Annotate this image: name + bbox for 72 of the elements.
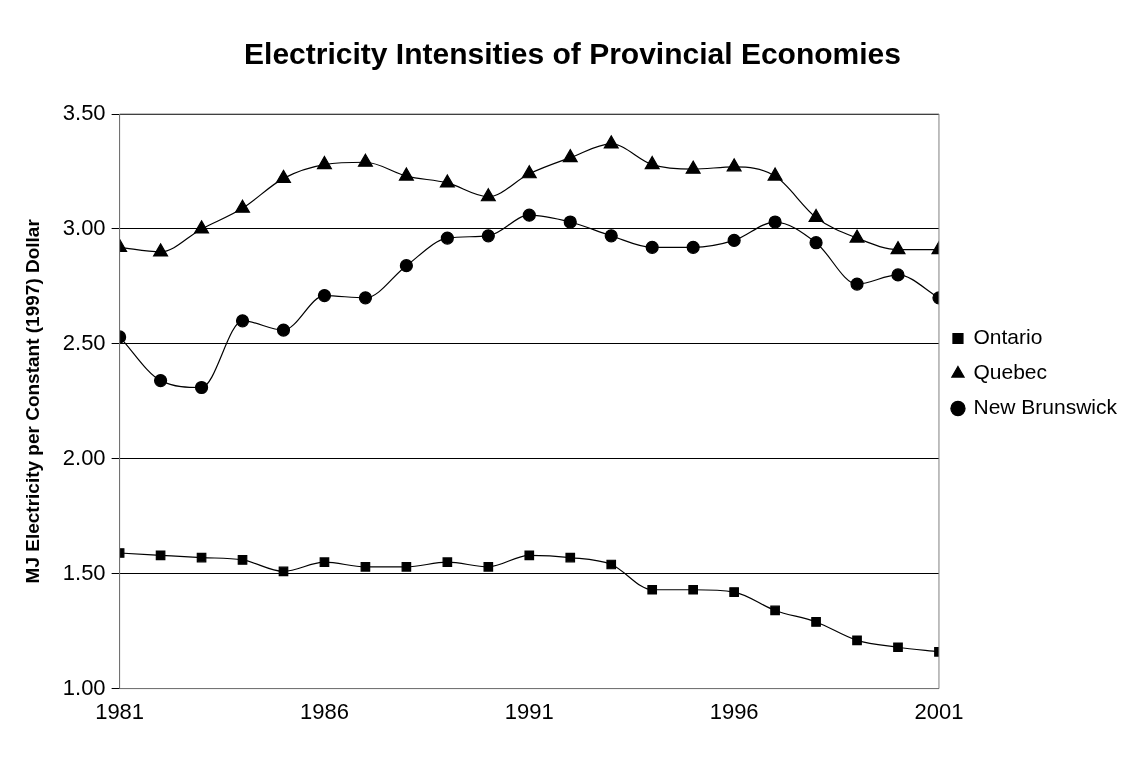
legend-label: New Brunswick	[973, 395, 1118, 419]
point	[767, 167, 783, 181]
point	[399, 259, 413, 273]
point	[852, 635, 862, 646]
point	[893, 642, 903, 653]
y-tick-label: 1.50	[62, 559, 106, 585]
point	[194, 380, 209, 395]
point	[360, 561, 371, 572]
point	[809, 236, 823, 250]
point	[811, 617, 821, 627]
point	[483, 561, 494, 572]
point	[688, 584, 698, 595]
point	[155, 550, 166, 561]
point	[726, 158, 742, 172]
point	[319, 557, 330, 568]
y-tick-label: 1.00	[62, 674, 106, 700]
x-tick-label: 1991	[504, 698, 554, 724]
point	[317, 288, 332, 303]
point	[890, 241, 906, 255]
point	[604, 229, 618, 243]
x-tick-label: 1981	[95, 698, 145, 724]
chart-title: Electricity Intensities of Provincial Economies	[244, 37, 901, 71]
point	[194, 220, 210, 234]
point	[440, 231, 454, 245]
point	[234, 199, 251, 213]
point	[153, 243, 169, 257]
point	[398, 167, 414, 181]
point	[645, 240, 659, 254]
point	[770, 605, 780, 616]
point	[439, 174, 455, 188]
point	[729, 587, 739, 597]
point	[524, 550, 535, 561]
x-tick-label: 1996	[709, 698, 759, 724]
point	[278, 566, 289, 577]
point	[685, 160, 701, 174]
point	[891, 268, 905, 282]
x-tick-label: 1986	[299, 698, 349, 724]
y-tick-label: 3.00	[62, 214, 106, 240]
point	[563, 215, 577, 229]
point	[562, 149, 578, 163]
point	[480, 188, 496, 202]
point	[647, 584, 658, 595]
point	[603, 135, 619, 149]
point	[521, 165, 537, 179]
point	[275, 169, 292, 183]
point	[606, 559, 617, 570]
point	[644, 155, 660, 170]
point	[235, 314, 250, 328]
point	[442, 557, 453, 568]
point	[727, 233, 741, 248]
point	[401, 561, 412, 572]
point	[686, 240, 700, 254]
point	[481, 229, 495, 243]
point	[357, 153, 373, 167]
x-tick-label: 2001	[914, 698, 964, 724]
point	[153, 374, 168, 388]
point	[768, 215, 782, 229]
y-tick-label: 2.50	[62, 329, 106, 355]
point	[849, 229, 865, 243]
y-tick-label: 3.50	[62, 100, 106, 126]
point	[850, 277, 864, 291]
point	[808, 208, 824, 223]
y-tick-label: 2.00	[62, 444, 106, 470]
point	[565, 552, 576, 563]
point	[276, 323, 291, 337]
y-axis-title: MJ Electricity per Constant (1997) Dollar	[21, 218, 43, 584]
point	[522, 208, 536, 222]
point	[237, 555, 248, 565]
legend-label: Ontario	[973, 325, 1043, 349]
legend-label: Quebec	[973, 360, 1048, 384]
point	[316, 155, 332, 170]
point	[358, 291, 373, 305]
